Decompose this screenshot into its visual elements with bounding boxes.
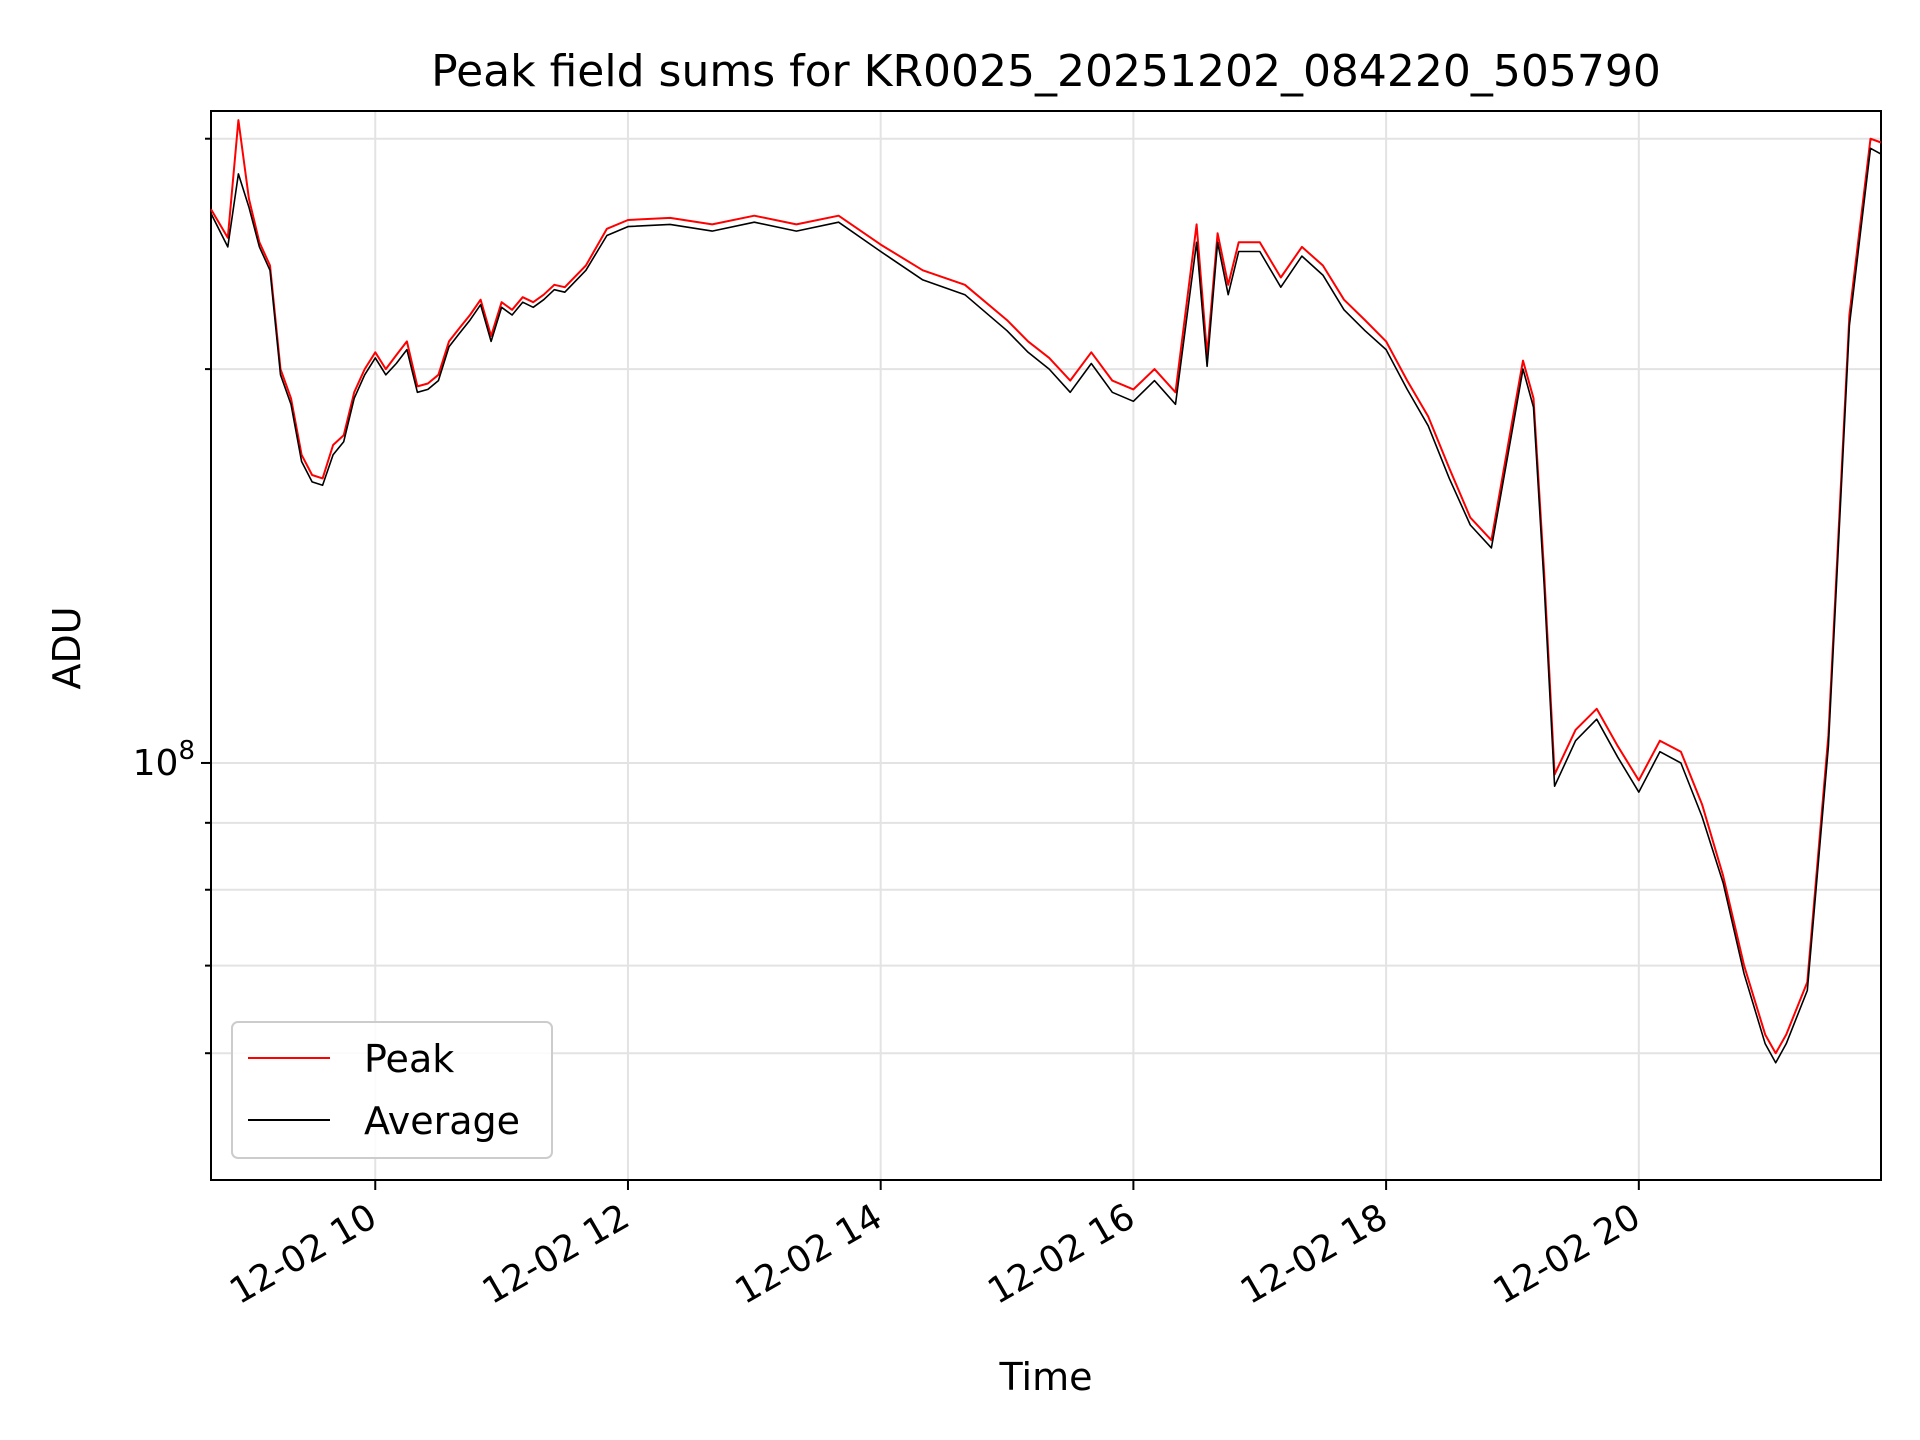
x-tick-label: 12-02 20	[1487, 1196, 1648, 1312]
chart-title: Peak field sums for KR0025_20251202_0842…	[431, 46, 1661, 97]
x-tick-label: 12-02 10	[223, 1196, 384, 1312]
x-tick-label: 12-02 14	[729, 1196, 890, 1312]
legend: Peak Average	[231, 1021, 553, 1159]
plot-area	[210, 110, 1882, 1181]
x-tick-label: 12-02 16	[981, 1196, 1142, 1312]
y-axis-label: ADU	[45, 606, 89, 689]
series-line-peak	[210, 119, 1882, 1055]
x-tick-label: 12-02 18	[1234, 1196, 1395, 1312]
y-axis-ticks: 108	[133, 137, 211, 1055]
grid	[211, 111, 1881, 1180]
x-axis-ticks: 12-02 10 12-02 12 12-02 14 12-02 16 12-02 18…	[223, 1180, 1647, 1313]
series-line-average	[210, 147, 1882, 1064]
legend-box	[231, 1021, 553, 1159]
legend-label-peak: Peak	[364, 1037, 454, 1081]
x-tick-label: 12-02 12	[476, 1196, 637, 1312]
series-layer	[210, 119, 1882, 1064]
x-axis-label: Time	[999, 1355, 1093, 1399]
y-tick-label: 108	[133, 736, 195, 784]
legend-label-average: Average	[364, 1099, 520, 1143]
